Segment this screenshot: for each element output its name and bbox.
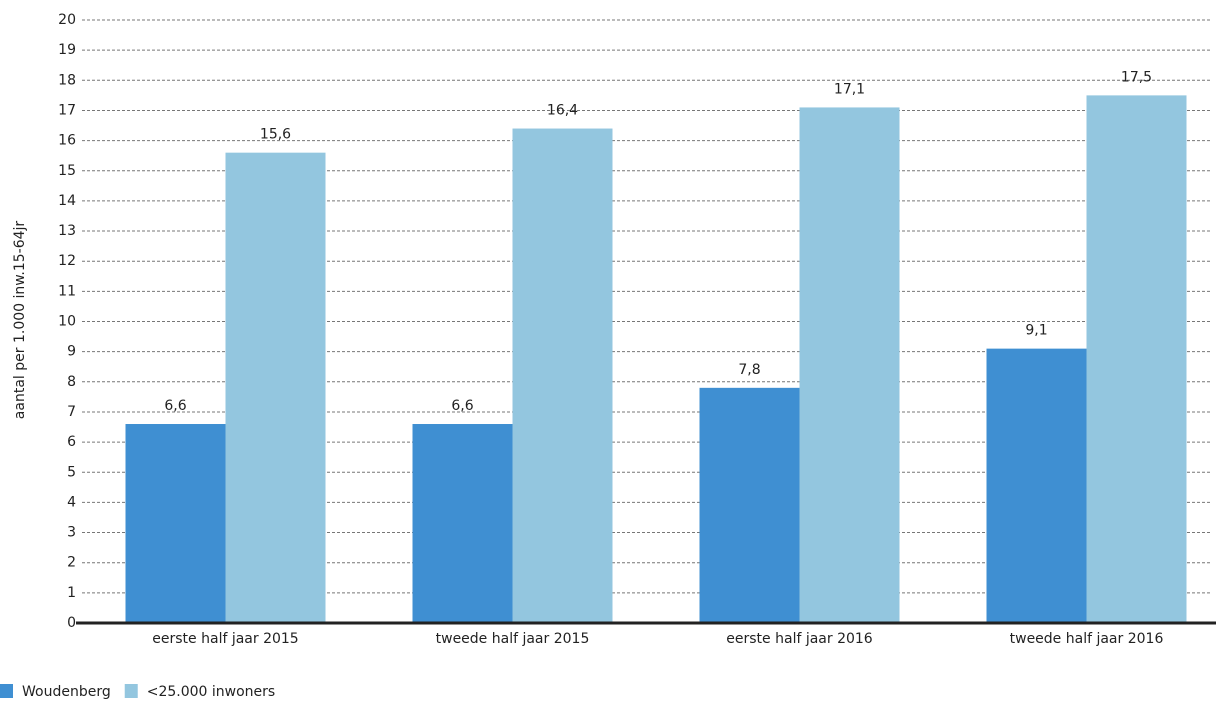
y-tick-label: 11 [58, 283, 76, 299]
y-axis-label: aantal per 1.000 inw.15-64jr [12, 221, 28, 420]
legend-swatch [124, 684, 138, 698]
x-tick-label: eerste half jaar 2015 [152, 631, 298, 647]
y-tick-label: 15 [58, 163, 76, 179]
y-tick-label: 1 [67, 585, 76, 601]
data-label: 6,6 [164, 398, 186, 414]
bar [699, 387, 800, 623]
y-tick-label: 20 [58, 12, 76, 28]
y-tick-label: 16 [58, 133, 76, 149]
y-tick-label: 0 [67, 615, 76, 631]
x-tick-label: eerste half jaar 2016 [726, 631, 873, 647]
data-label: 15,6 [260, 127, 291, 143]
x-tick-label: tweede half jaar 2016 [1010, 631, 1164, 647]
y-tick-label: 17 [58, 102, 76, 118]
bar [412, 424, 513, 623]
data-label: 17,1 [834, 81, 865, 97]
y-tick-label: 9 [67, 344, 76, 360]
data-label: 7,8 [738, 362, 760, 378]
bar [512, 128, 613, 624]
y-tick-label: 19 [58, 42, 76, 58]
data-label: 16,4 [547, 103, 578, 119]
legend-label: <25.000 inwoners [147, 684, 275, 700]
y-tick-label: 6 [67, 434, 76, 450]
legend-swatch [0, 684, 13, 698]
y-tick-label: 7 [67, 404, 76, 420]
y-tick-label: 2 [67, 555, 76, 571]
x-tick-label: tweede half jaar 2015 [436, 631, 590, 647]
y-tick-label: 12 [58, 253, 76, 269]
data-label: 6,6 [451, 398, 473, 414]
y-tick-label: 18 [58, 72, 76, 88]
y-tick-label: 4 [67, 494, 76, 510]
bar [225, 152, 326, 623]
bar [799, 107, 900, 623]
bar [986, 348, 1087, 623]
y-tick-label: 10 [58, 314, 76, 330]
data-label: 17,5 [1121, 69, 1152, 85]
legend-label: Woudenberg [22, 684, 111, 700]
bar [125, 424, 226, 623]
bar [1086, 95, 1187, 623]
y-tick-label: 14 [58, 193, 76, 209]
y-tick-label: 3 [67, 525, 76, 541]
y-tick-label: 5 [67, 464, 76, 480]
data-label: 9,1 [1025, 323, 1047, 339]
y-tick-label: 13 [58, 223, 76, 239]
y-tick-label: 8 [67, 374, 76, 390]
